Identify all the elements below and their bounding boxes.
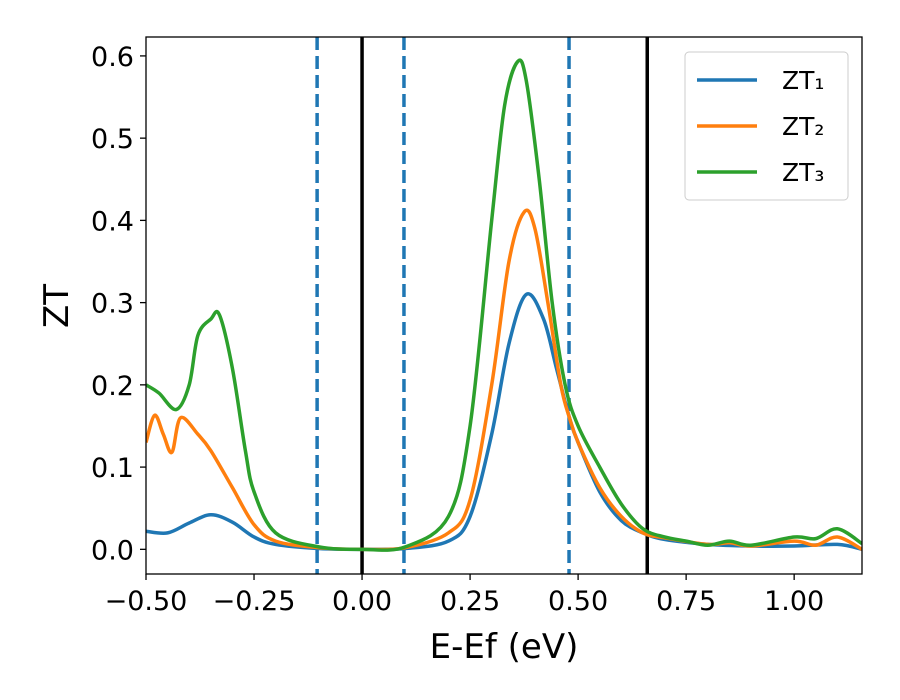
legend: ZT₁ ZT₂ ZT₃ (684, 51, 849, 201)
series-line-3 (146, 58, 862, 552)
x-tick-label: 1.00 (764, 586, 824, 617)
series-line-1 (146, 292, 862, 552)
legend-label: ZT₃ (782, 158, 824, 187)
legend-label: ZT₂ (782, 112, 824, 141)
y-tick-label: 0.4 (91, 206, 134, 237)
x-tick-label: 0.00 (332, 586, 392, 617)
y-tick-label: 0.1 (91, 453, 134, 484)
y-tick-label: 0.6 (91, 42, 134, 73)
y-tick-label: 0.3 (91, 289, 134, 320)
y-tick-label: 0.5 (91, 124, 134, 155)
x-tick-label: 0.75 (656, 586, 716, 617)
y-tick-label: 0.2 (91, 371, 134, 402)
x-tick-label: 0.25 (440, 586, 500, 617)
x-tick-label: −0.50 (105, 586, 188, 617)
legend-box (684, 51, 849, 201)
series-line-2 (146, 208, 862, 552)
x-tick-label: −0.25 (213, 586, 296, 617)
y-axis-label: ZT (37, 284, 77, 328)
y-tick-label: 0.0 (91, 535, 134, 566)
x-axis-label: E-Ef (eV) (430, 627, 579, 667)
x-tick-label: 0.50 (548, 586, 608, 617)
legend-label: ZT₁ (782, 66, 824, 95)
plot-frame (145, 36, 863, 575)
